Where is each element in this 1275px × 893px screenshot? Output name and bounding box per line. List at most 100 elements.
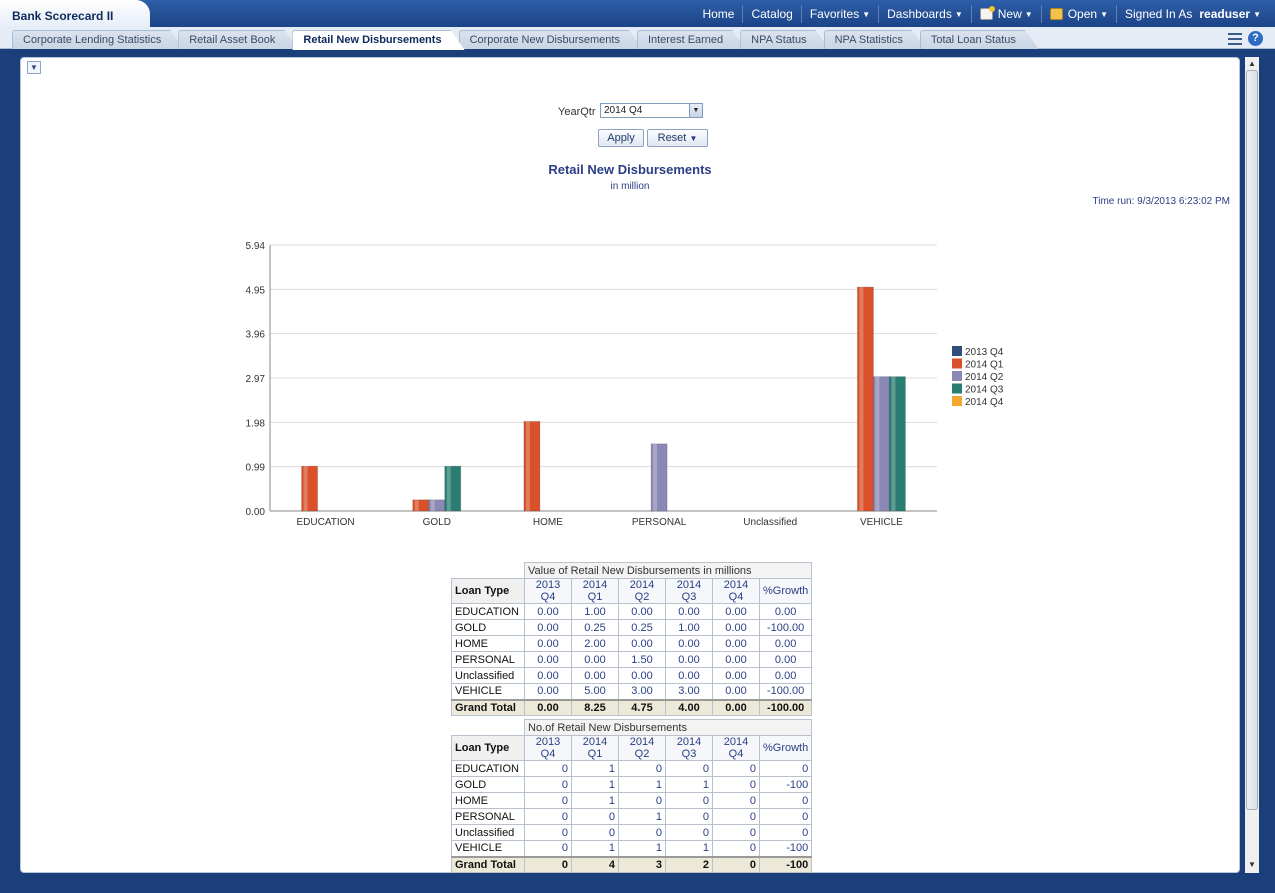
page-options-icon[interactable]: [1228, 32, 1242, 45]
table-row: VEHICLE 0 1 1 1 0 -100: [451, 840, 813, 857]
table-cell: -100.00: [758, 698, 813, 716]
app-title: Bank Scorecard II: [0, 0, 150, 27]
table-cell: 0.00: [712, 619, 760, 636]
col-header[interactable]: %Growth: [758, 735, 813, 761]
username: readuser: [1199, 7, 1251, 21]
table-cell: 0: [571, 824, 619, 841]
reset-button[interactable]: Reset ▼: [647, 129, 708, 147]
tab-retail-asset-book[interactable]: Retail Asset Book: [178, 30, 298, 49]
nav-dashboards[interactable]: Dashboards ▼: [879, 5, 972, 23]
tab-interest-earned[interactable]: Interest Earned: [637, 30, 746, 49]
row-label: Unclassified: [451, 667, 525, 684]
nav-new-label: New: [997, 7, 1022, 21]
table-cell: 0: [758, 808, 813, 825]
scroll-up-icon[interactable]: ▲: [1248, 59, 1256, 68]
table-row: GOLD 0.00 0.25 0.25 1.00 0.00 -100.00: [451, 619, 813, 636]
nav-home[interactable]: Home: [694, 5, 744, 23]
nav-new[interactable]: New ▼: [972, 5, 1042, 23]
table-row: EDUCATION 0.00 1.00 0.00 0.00 0.00 0.00: [451, 603, 813, 620]
tab-npa-statistics[interactable]: NPA Statistics: [824, 30, 926, 49]
row-label: EDUCATION: [451, 760, 525, 777]
legend-label: 2014 Q4: [965, 397, 1004, 408]
table-cell: 1.50: [618, 651, 666, 668]
tab-total-loan-status[interactable]: Total Loan Status: [920, 30, 1039, 49]
yearqtr-value: 2014 Q4: [604, 105, 643, 116]
nav-catalog[interactable]: Catalog: [743, 5, 802, 23]
value-table: Value of Retail New Disbursements in mil…: [451, 562, 813, 716]
table-cell: 1.00: [665, 619, 713, 636]
value-table-caption: Value of Retail New Disbursements in mil…: [523, 562, 813, 579]
tab-retail-new-disbursements[interactable]: Retail New Disbursements: [292, 30, 464, 50]
table-cell: 0.00: [571, 651, 619, 668]
apply-button[interactable]: Apply: [598, 129, 644, 147]
table-cell: 0: [524, 855, 572, 873]
table-cell: 0.00: [758, 603, 813, 620]
table-cell: -100: [758, 855, 813, 873]
table-row: GOLD 0 1 1 1 0 -100: [451, 776, 813, 793]
table-cell: 0.00: [665, 667, 713, 684]
scroll-thumb[interactable]: [1246, 70, 1258, 810]
col-header[interactable]: 2013 Q4: [524, 578, 572, 604]
row-label: HOME: [451, 792, 525, 809]
global-nav: Home Catalog Favorites ▼ Dashboards ▼ New ▼…: [694, 5, 1269, 23]
scroll-down-icon[interactable]: ▼: [1248, 860, 1256, 869]
col-header[interactable]: 2014 Q2: [618, 735, 666, 761]
col-header[interactable]: 2014 Q2: [618, 578, 666, 604]
table-cell: 0.00: [712, 603, 760, 620]
y-tick-label: 5.94: [246, 241, 266, 252]
collapse-section-icon[interactable]: ▼: [27, 61, 41, 74]
table-cell: 0.00: [618, 635, 666, 652]
row-label: PERSONAL: [451, 808, 525, 825]
yearqtr-select[interactable]: 2014 Q4 ▼: [600, 103, 703, 118]
y-tick-label: 3.96: [246, 330, 266, 341]
table-cell: 1: [618, 840, 666, 857]
table-cell: 0: [712, 776, 760, 793]
table-cell: 4.75: [618, 698, 666, 716]
row-label: GOLD: [451, 619, 525, 636]
nav-favorites[interactable]: Favorites ▼: [802, 5, 880, 23]
table-cell: 0.00: [524, 603, 572, 620]
table-cell: 3: [618, 855, 666, 873]
legend-swatch: [952, 346, 962, 356]
col-header[interactable]: 2014 Q3: [665, 578, 713, 604]
vertical-scrollbar[interactable]: ▲ ▼: [1245, 57, 1259, 873]
table-cell: 0: [618, 760, 666, 777]
table-cell: 0.00: [524, 683, 572, 700]
bottom-strip: [0, 879, 1275, 893]
col-header[interactable]: 2014 Q1: [571, 578, 619, 604]
table-cell: 0: [712, 760, 760, 777]
legend-label: 2014 Q1: [965, 360, 1004, 371]
tab-corporate-new-disbursements[interactable]: Corporate New Disbursements: [459, 30, 643, 49]
col-header[interactable]: 2014 Q3: [665, 735, 713, 761]
bar: [444, 465, 462, 512]
bar: [523, 420, 541, 512]
table-row: EDUCATION 0 1 0 0 0 0: [451, 760, 813, 777]
user-menu[interactable]: Signed In As readuser ▼: [1117, 5, 1269, 23]
dropdown-arrow-icon[interactable]: ▼: [689, 104, 702, 117]
table-cell: 2.00: [571, 635, 619, 652]
table-cell: 0: [712, 855, 760, 873]
count-table: No.of Retail New Disbursements Loan Type…: [451, 719, 813, 873]
nav-open[interactable]: Open ▼: [1042, 5, 1117, 23]
col-header[interactable]: 2014 Q4: [712, 735, 760, 761]
tab-npa-status[interactable]: NPA Status: [740, 30, 829, 49]
help-icon[interactable]: ?: [1248, 31, 1263, 46]
count-table-caption: No.of Retail New Disbursements: [523, 719, 813, 736]
tab-corporate-lending-statistics[interactable]: Corporate Lending Statistics: [12, 30, 184, 49]
table-cell: 4.00: [665, 698, 713, 716]
col-header[interactable]: 2014 Q1: [571, 735, 619, 761]
bar-highlight: [414, 499, 419, 511]
bar: [301, 465, 319, 512]
table-cell: 0: [712, 824, 760, 841]
table-cell: 2: [665, 855, 713, 873]
bar: [650, 443, 668, 512]
col-header[interactable]: 2014 Q4: [712, 578, 760, 604]
table-cell: 0: [524, 776, 572, 793]
loan-type-header: Loan Type: [451, 735, 525, 761]
table-cell: 1: [571, 840, 619, 857]
chevron-down-icon: ▼: [954, 9, 963, 19]
new-document-icon: [979, 6, 995, 20]
col-header[interactable]: %Growth: [758, 578, 813, 604]
row-label: GOLD: [451, 776, 525, 793]
col-header[interactable]: 2013 Q4: [524, 735, 572, 761]
